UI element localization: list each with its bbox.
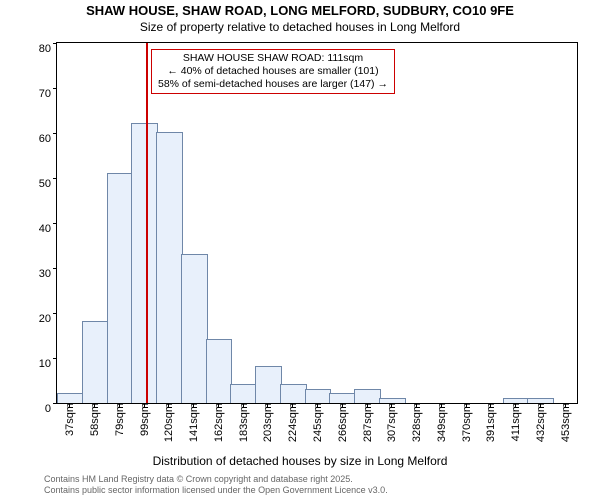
y-tick-mark	[53, 88, 57, 89]
y-tick-mark	[53, 178, 57, 179]
y-tick-label: 40	[39, 223, 57, 235]
x-tick-label: 266sqm	[335, 403, 349, 442]
x-tick-mark	[193, 403, 194, 407]
plot-area: 0102030405060708037sqm58sqm79sqm99sqm120…	[56, 42, 578, 404]
footer-line2: Contains public sector information licen…	[44, 485, 388, 496]
histogram-bar	[107, 173, 134, 404]
x-tick-mark	[144, 403, 145, 407]
x-tick-mark	[441, 403, 442, 407]
y-tick-mark	[53, 133, 57, 134]
x-tick-mark	[119, 403, 120, 407]
x-tick-label: 99sqm	[137, 403, 151, 436]
footer-line1: Contains HM Land Registry data © Crown c…	[44, 474, 388, 485]
annotation-line3: 58% of semi-detached houses are larger (…	[158, 78, 388, 91]
y-tick-mark	[53, 268, 57, 269]
x-tick-mark	[391, 403, 392, 407]
x-tick-label: 391sqm	[483, 403, 497, 442]
histogram-bar	[57, 393, 84, 403]
y-tick-mark	[53, 403, 57, 404]
histogram-bar	[181, 254, 208, 404]
annotation-box: SHAW HOUSE SHAW ROAD: 111sqm← 40% of det…	[151, 49, 395, 94]
x-axis-label: Distribution of detached houses by size …	[0, 454, 600, 468]
histogram-bar	[280, 384, 307, 403]
histogram-bar	[305, 389, 332, 404]
y-tick-label: 10	[39, 358, 57, 370]
x-tick-label: 37sqm	[62, 403, 76, 436]
x-tick-mark	[515, 403, 516, 407]
histogram-bar	[354, 389, 381, 404]
x-tick-mark	[94, 403, 95, 407]
x-tick-label: 411sqm	[508, 403, 522, 441]
x-tick-label: 453sqm	[558, 403, 572, 442]
histogram-bar	[255, 366, 282, 403]
x-tick-mark	[218, 403, 219, 407]
x-tick-mark	[466, 403, 467, 407]
histogram-bar	[230, 384, 257, 403]
x-tick-mark	[490, 403, 491, 407]
histogram-bar	[82, 321, 109, 403]
x-tick-mark	[168, 403, 169, 407]
histogram-bar	[206, 339, 233, 403]
y-tick-label: 30	[39, 268, 57, 280]
y-tick-label: 70	[39, 88, 57, 100]
histogram-bar	[329, 393, 356, 403]
x-tick-mark	[243, 403, 244, 407]
x-tick-mark	[69, 403, 70, 407]
y-tick-label: 60	[39, 133, 57, 145]
y-tick-label: 0	[45, 403, 57, 415]
y-tick-label: 50	[39, 178, 57, 190]
x-tick-label: 224sqm	[285, 403, 299, 442]
x-tick-label: 370sqm	[459, 403, 473, 442]
property-marker-line	[146, 43, 148, 403]
chart-container: SHAW HOUSE, SHAW ROAD, LONG MELFORD, SUD…	[0, 0, 600, 500]
x-tick-label: 183sqm	[236, 403, 250, 442]
x-tick-label: 79sqm	[112, 403, 126, 436]
y-tick-mark	[53, 223, 57, 224]
x-tick-label: 349sqm	[434, 403, 448, 442]
x-tick-mark	[317, 403, 318, 407]
y-tick-mark	[53, 358, 57, 359]
x-tick-mark	[565, 403, 566, 407]
annotation-line1: SHAW HOUSE SHAW ROAD: 111sqm	[158, 52, 388, 65]
x-tick-label: 245sqm	[310, 403, 324, 442]
footer-attribution: Contains HM Land Registry data © Crown c…	[44, 474, 388, 496]
x-tick-mark	[367, 403, 368, 407]
x-tick-label: 141sqm	[186, 403, 200, 442]
x-tick-mark	[292, 403, 293, 407]
x-tick-mark	[342, 403, 343, 407]
x-tick-label: 432sqm	[533, 403, 547, 442]
x-tick-mark	[416, 403, 417, 407]
chart-subtitle: Size of property relative to detached ho…	[0, 20, 600, 34]
x-tick-mark	[267, 403, 268, 407]
y-tick-mark	[53, 43, 57, 44]
x-tick-mark	[540, 403, 541, 407]
x-tick-label: 307sqm	[384, 403, 398, 442]
y-tick-label: 20	[39, 313, 57, 325]
histogram-bar	[156, 132, 183, 403]
y-tick-label: 80	[39, 43, 57, 55]
y-tick-mark	[53, 313, 57, 314]
x-tick-label: 328sqm	[409, 403, 423, 442]
x-tick-label: 162sqm	[211, 403, 225, 442]
chart-title: SHAW HOUSE, SHAW ROAD, LONG MELFORD, SUD…	[0, 4, 600, 19]
x-tick-label: 203sqm	[260, 403, 274, 442]
x-tick-label: 58sqm	[87, 403, 101, 436]
x-tick-label: 287sqm	[360, 403, 374, 442]
x-tick-label: 120sqm	[161, 403, 175, 442]
annotation-line2: ← 40% of detached houses are smaller (10…	[158, 65, 388, 78]
